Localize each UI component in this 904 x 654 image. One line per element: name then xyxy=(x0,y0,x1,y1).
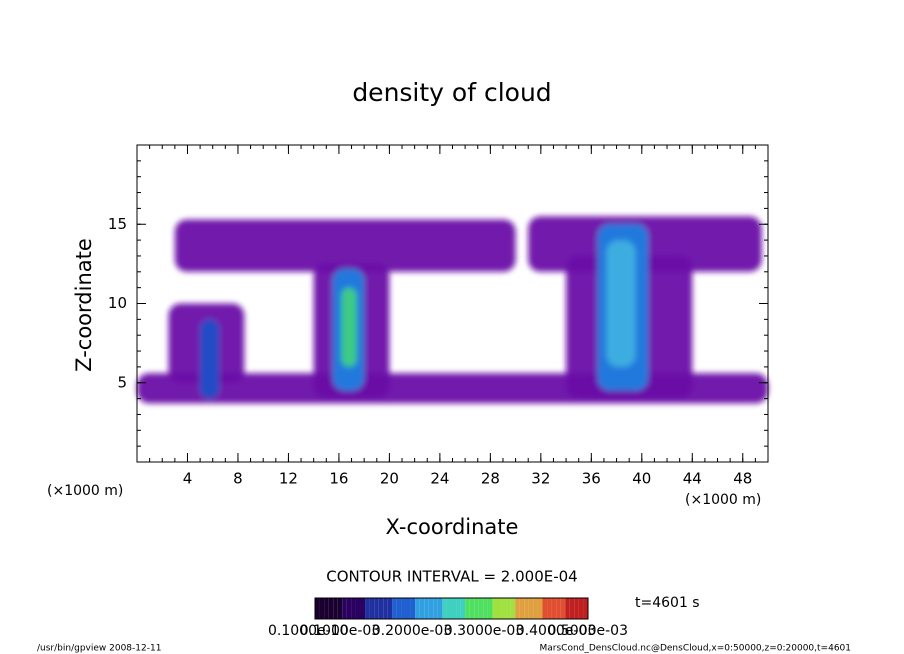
colorbar-stripe xyxy=(415,598,420,619)
x-tick-label: 4 xyxy=(183,470,193,488)
x-tick-label: 16 xyxy=(329,470,348,488)
colorbar-stripe xyxy=(515,598,520,619)
colorbar-stripe xyxy=(547,598,552,619)
colorbar-stripe xyxy=(360,598,366,619)
colorbar-stripe xyxy=(428,598,434,619)
colorbar-stripe xyxy=(383,598,388,619)
x-unit-label: (×1000 m) xyxy=(47,483,123,499)
time-label: t=4601 s xyxy=(635,595,700,611)
colorbar-label: 0.1000e-10 xyxy=(268,623,348,639)
colorbar-stripe xyxy=(342,598,347,619)
colorbar-stripe xyxy=(556,598,561,619)
colorbar-stripe xyxy=(483,598,488,619)
x-axis-title: X-coordinate xyxy=(386,515,519,539)
colorbar-stripe xyxy=(565,598,570,619)
colorbar-stripe xyxy=(578,598,584,619)
colorbar-stripe xyxy=(396,598,402,619)
x-tick-label: 40 xyxy=(632,470,651,488)
field xyxy=(137,216,768,404)
colorbar-stripe xyxy=(328,598,334,619)
cloud-region xyxy=(606,240,636,367)
x-tick-label: 24 xyxy=(430,470,449,488)
x-tick-label: 32 xyxy=(531,470,550,488)
colorbar-stripe xyxy=(456,598,461,619)
y-tick-label: 10 xyxy=(108,294,127,312)
colorbar-stripe xyxy=(355,598,361,619)
x-tick-label: 20 xyxy=(380,470,399,488)
colorbar-stripe xyxy=(406,598,411,619)
y-tick-label: 5 xyxy=(117,373,127,391)
colorbar-stripe xyxy=(465,598,470,619)
colorbar-stripe xyxy=(497,598,502,619)
colorbar-stripe xyxy=(374,598,379,619)
colorbar-stripe xyxy=(487,598,493,619)
colorbar-label: 0.1000e-03 xyxy=(300,623,380,639)
x-tick-label: 36 xyxy=(582,470,601,488)
colorbar-stripe xyxy=(351,598,356,619)
cloud-region xyxy=(341,287,357,367)
colorbar-stripe xyxy=(337,598,343,619)
footer-left: /usr/bin/gpview 2008-12-11 xyxy=(37,644,161,654)
x-tick-label: 48 xyxy=(733,470,752,488)
colorbar-stripe xyxy=(469,598,475,619)
colorbar-stripe xyxy=(528,598,534,619)
colorbar-label: 0.4000e-03 xyxy=(516,623,596,639)
colorbar-label: 0.3000e-03 xyxy=(444,623,524,639)
x-tick-label: 44 xyxy=(683,470,702,488)
colorbar-stripe xyxy=(492,598,497,619)
colorbar-stripe xyxy=(451,598,457,619)
colorbar-stripe xyxy=(501,598,507,619)
colorbar-label: 0.2000e-03 xyxy=(372,623,452,639)
colorbar-stripe xyxy=(510,598,516,619)
colorbar-stripe xyxy=(442,598,447,619)
colorbar-frame xyxy=(314,597,589,620)
colorbar-stripe xyxy=(346,598,352,619)
colorbar-stripe xyxy=(478,598,484,619)
contour-interval: CONTOUR INTERVAL = 2.000E-04 xyxy=(326,568,577,586)
cloud-region xyxy=(200,319,220,399)
colorbar-stripe xyxy=(378,598,384,619)
colorbar-stripe xyxy=(392,598,397,619)
colorbar-stripe xyxy=(551,598,557,619)
colorbar-stripe xyxy=(401,598,406,619)
colorbar-stripe xyxy=(569,598,575,619)
colorbar-stripe xyxy=(446,598,452,619)
colorbar-stripe xyxy=(433,598,438,619)
colorbar-stripe xyxy=(369,598,375,619)
colorbar-stripe xyxy=(319,598,325,619)
footer-right: MarsCond_DensCloud.nc@DensCloud,x=0:5000… xyxy=(540,644,852,654)
colorbar-stripe xyxy=(437,598,443,619)
colorbar-stripe xyxy=(365,598,370,619)
colorbar-stripe xyxy=(537,598,543,619)
x-tick-label: 28 xyxy=(481,470,500,488)
colorbar-stripe xyxy=(542,598,548,619)
colorbar-label: 0.5000e-03 xyxy=(548,623,628,639)
cloud-region xyxy=(174,219,516,272)
x-tick-label: 12 xyxy=(279,470,298,488)
x-unit-label: (×1000 m) xyxy=(685,492,761,508)
chart-title: density of cloud xyxy=(352,78,551,107)
y-axis-title: Z-coordinate xyxy=(72,238,96,372)
colorbar-stripe xyxy=(460,598,466,619)
colorbar-stripe xyxy=(424,598,429,619)
colorbar-stripe xyxy=(387,598,393,619)
colorbar-stripe xyxy=(519,598,525,619)
colorbar-stripe xyxy=(474,598,479,619)
colorbar-stripe xyxy=(333,598,338,619)
colorbar-stripe xyxy=(419,598,425,619)
colorbar-stripe xyxy=(324,598,329,619)
colorbar-stripe xyxy=(574,598,579,619)
colorbar-stripe xyxy=(583,598,588,619)
y-tick-label: 15 xyxy=(108,215,127,233)
colorbar-stripe xyxy=(410,598,416,619)
colorbar-stripe xyxy=(524,598,529,619)
colorbar-stripe xyxy=(506,598,511,619)
colorbar-stripe xyxy=(315,598,320,619)
x-tick-label: 8 xyxy=(233,470,243,488)
colorbar-stripe xyxy=(560,598,566,619)
colorbar-stripe xyxy=(533,598,538,619)
